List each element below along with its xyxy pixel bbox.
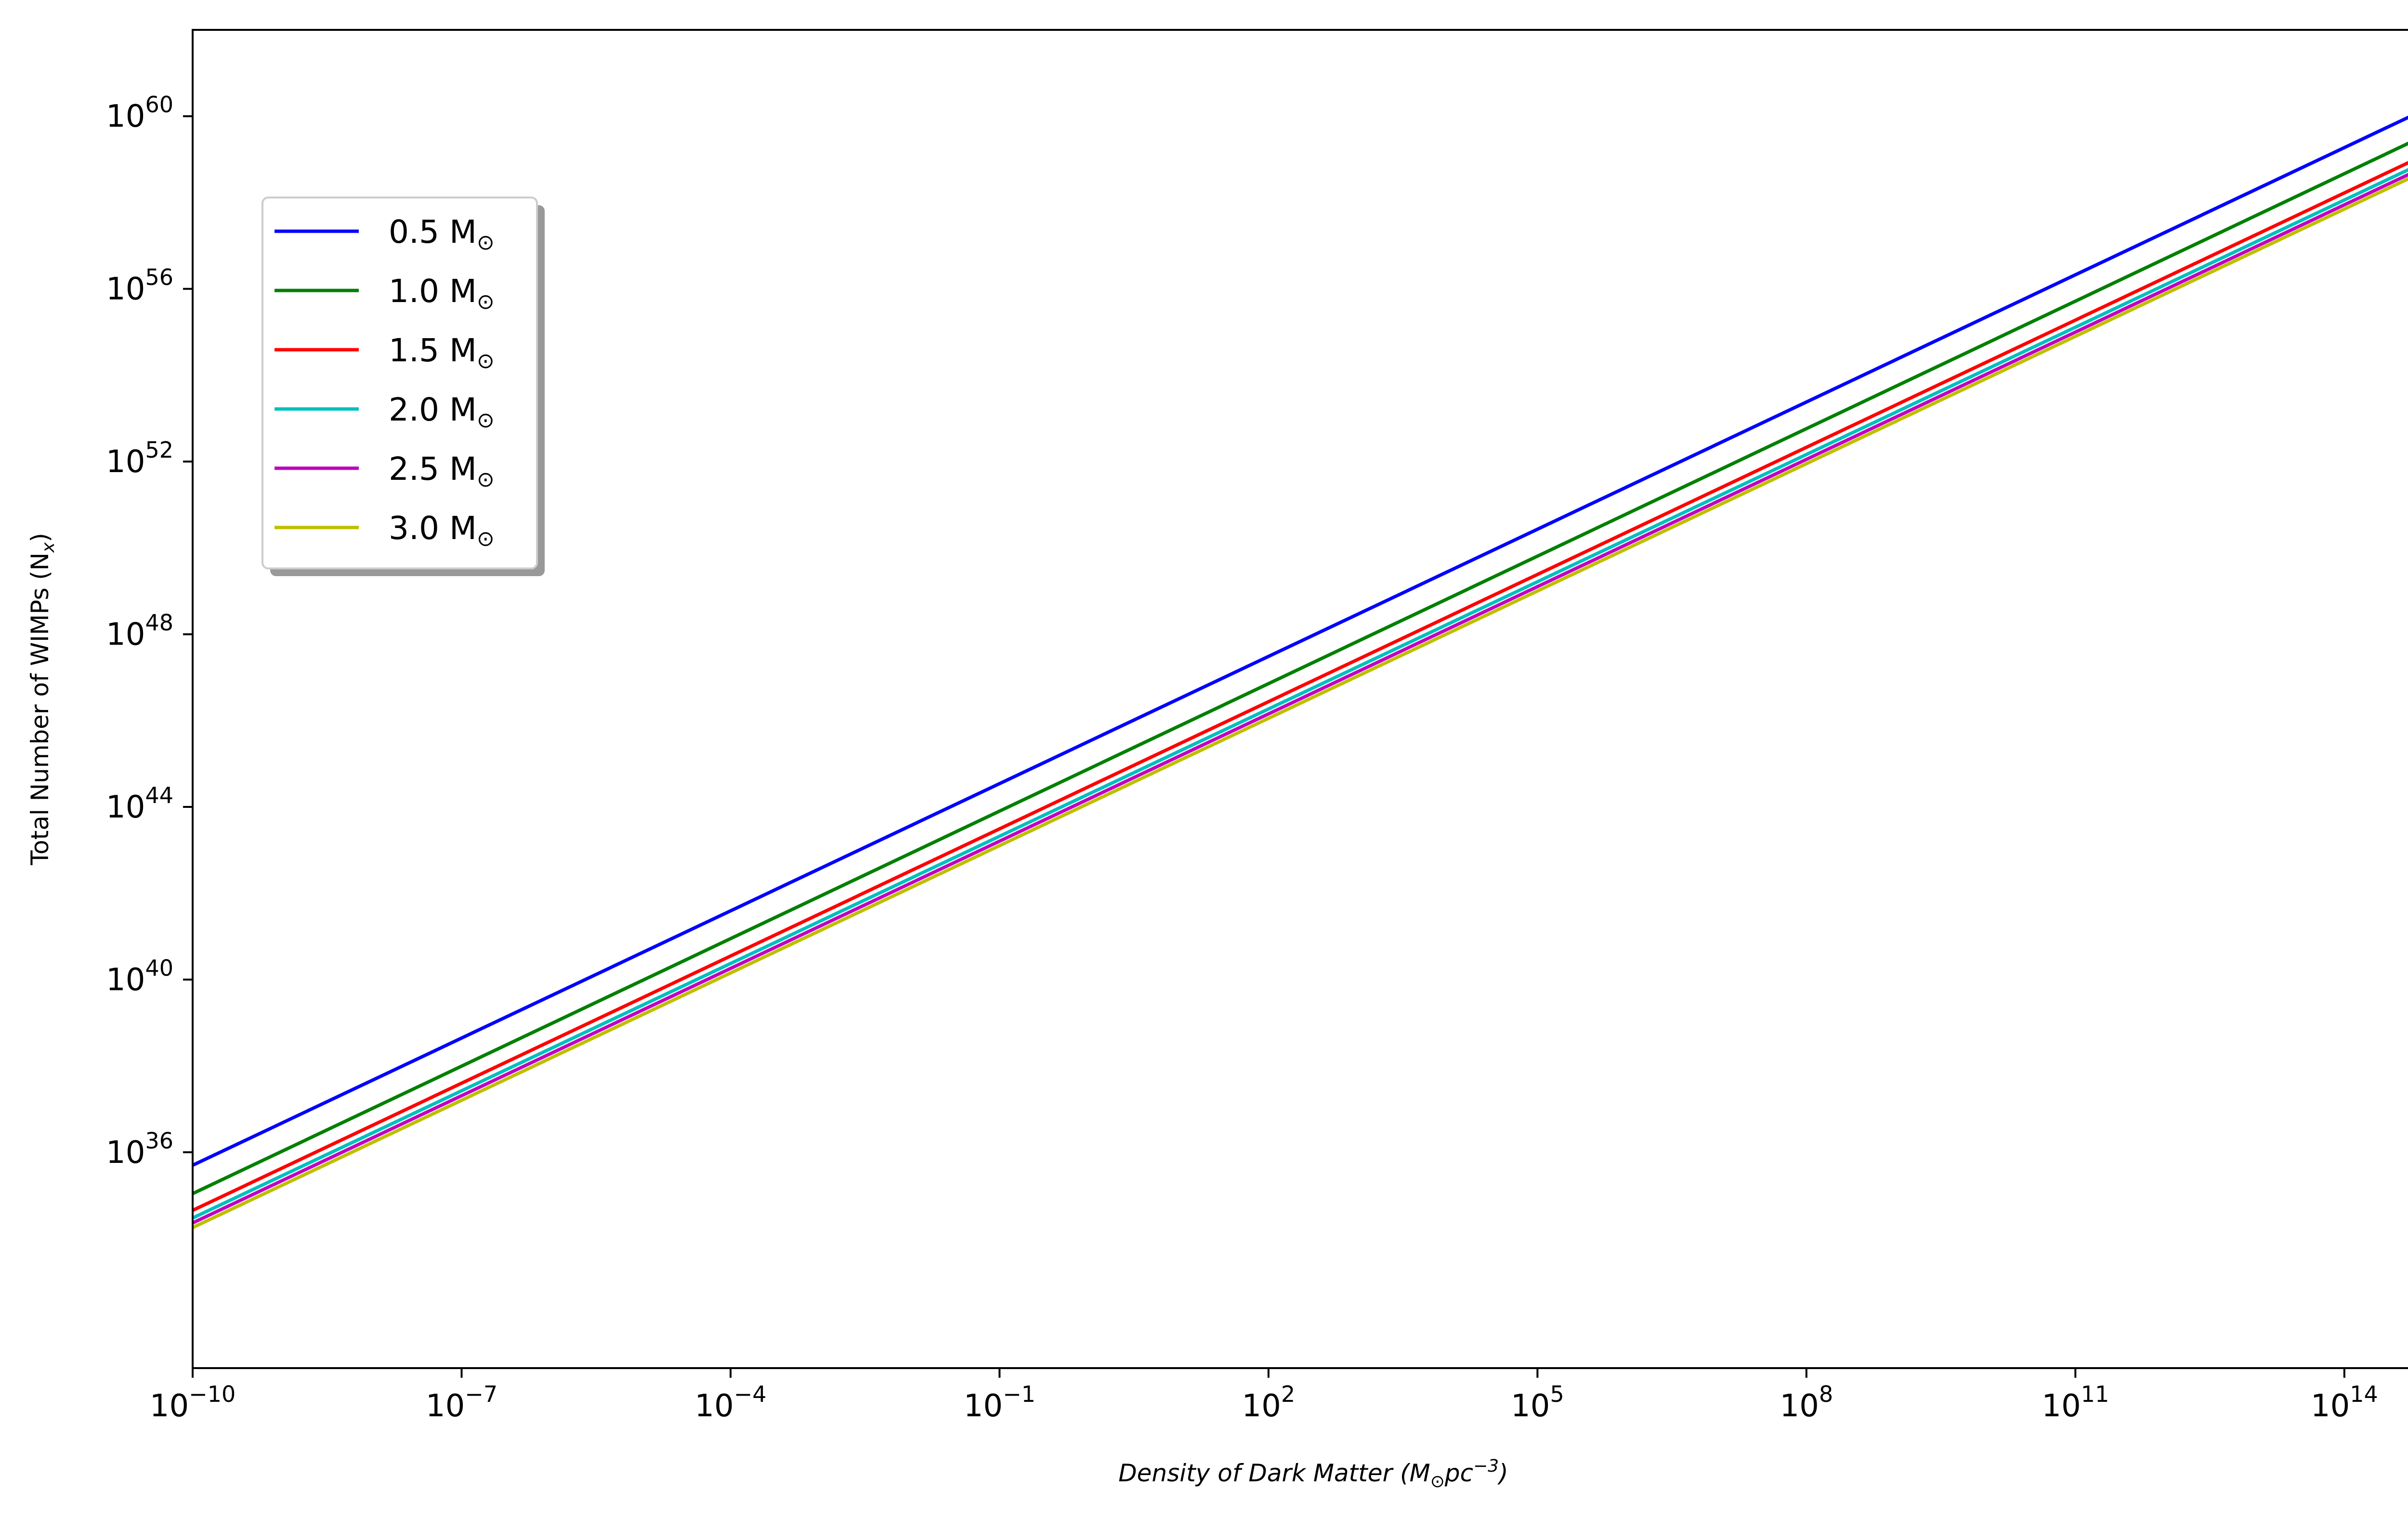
x-tick-base-8: 10 bbox=[2311, 1388, 2350, 1424]
legend-label-3: 2.0 M⊙ bbox=[389, 391, 495, 433]
y-axis-label-subscript: x bbox=[39, 542, 58, 553]
x-tick-exponent-6: 8 bbox=[1819, 1381, 1833, 1407]
series-layer bbox=[192, 116, 2408, 1229]
series-line-0 bbox=[192, 116, 2408, 1167]
y-tick-exponent-5: 56 bbox=[145, 264, 173, 290]
legend-label-5: 3.0 M⊙ bbox=[389, 510, 495, 551]
y-tick-label-4: 1052 bbox=[106, 437, 173, 480]
legend-label-sun-0: ⊙ bbox=[477, 230, 495, 255]
y-tick-base-5: 10 bbox=[106, 272, 145, 307]
y-tick-exponent-3: 48 bbox=[145, 610, 173, 636]
series-line-2 bbox=[192, 161, 2408, 1212]
x-tick-label-4: 102 bbox=[1242, 1381, 1296, 1424]
y-tick-label-6: 1060 bbox=[106, 92, 173, 134]
x-tick-label-3: 10−1 bbox=[964, 1381, 1035, 1424]
x-axis-label-sun-symbol: ⊙ bbox=[1430, 1472, 1445, 1491]
x-axis-label-main: Density of Dark Matter (M bbox=[1118, 1459, 1430, 1487]
x-tick-base-1: 10 bbox=[426, 1388, 465, 1424]
legend-label-4: 2.5 M⊙ bbox=[389, 450, 495, 492]
y-tick-exponent-1: 40 bbox=[145, 955, 173, 981]
x-axis-label: Density of Dark Matter (M⊙pc−3) bbox=[1118, 1456, 1508, 1491]
legend-label-name-2: 1.5 M bbox=[389, 332, 477, 369]
y-tick-label-5: 1056 bbox=[106, 264, 173, 307]
y-tick-base-1: 10 bbox=[106, 962, 145, 998]
x-tick-label-6: 108 bbox=[1780, 1381, 1833, 1424]
series-line-5 bbox=[192, 177, 2408, 1229]
y-axis-label-end: ) bbox=[26, 533, 54, 542]
x-axis-label-end: ) bbox=[1497, 1459, 1508, 1487]
y-axis-label: Total Number of WIMPs (Nx) bbox=[26, 533, 58, 866]
x-tick-base-5: 10 bbox=[1511, 1388, 1550, 1424]
x-tick-base-3: 10 bbox=[964, 1388, 1003, 1424]
legend-label-sun-2: ⊙ bbox=[477, 349, 495, 373]
y-tick-label-0: 1036 bbox=[106, 1128, 173, 1171]
y-tick-exponent-0: 36 bbox=[145, 1128, 173, 1154]
x-tick-base-4: 10 bbox=[1242, 1388, 1281, 1424]
x-axis-label-exponent: −3 bbox=[1473, 1456, 1499, 1476]
x-tick-label-1: 10−7 bbox=[426, 1381, 497, 1424]
series-line-1 bbox=[192, 142, 2408, 1195]
legend-label-name-5: 3.0 M bbox=[389, 510, 477, 547]
x-tick-exponent-4: 2 bbox=[1281, 1381, 1295, 1407]
legend-label-sun-3: ⊙ bbox=[477, 408, 495, 433]
x-tick-base-0: 10 bbox=[150, 1388, 189, 1424]
x-tick-exponent-1: −7 bbox=[465, 1381, 497, 1407]
y-axis-label-main: Total Number of WIMPs (N bbox=[26, 553, 54, 866]
y-tick-label-3: 1048 bbox=[106, 610, 173, 653]
x-tick-exponent-5: 5 bbox=[1550, 1381, 1564, 1407]
legend-label-sun-1: ⊙ bbox=[477, 290, 495, 314]
x-axis-label-mid: pc bbox=[1444, 1459, 1473, 1487]
y-tick-label-1: 1040 bbox=[106, 955, 173, 998]
x-tick-exponent-0: −10 bbox=[189, 1381, 236, 1407]
legend-label-name-4: 2.5 M bbox=[389, 450, 477, 488]
x-axis: 10−10 10−7 10−4 10−1 102 105 108 1011 1014 bbox=[150, 1368, 2378, 1424]
x-tick-base-6: 10 bbox=[1780, 1388, 1819, 1424]
y-tick-exponent-4: 52 bbox=[145, 437, 173, 463]
legend-label-0: 0.5 M⊙ bbox=[389, 213, 495, 255]
x-tick-label-8: 1014 bbox=[2311, 1381, 2378, 1424]
x-tick-label-0: 10−10 bbox=[150, 1381, 236, 1424]
y-tick-label-2: 1044 bbox=[106, 782, 173, 825]
y-tick-base-2: 10 bbox=[106, 790, 145, 825]
legend-label-name-0: 0.5 M bbox=[389, 213, 477, 250]
x-tick-label-2: 10−4 bbox=[694, 1381, 766, 1424]
legend-label-name-1: 1.0 M bbox=[389, 273, 477, 310]
y-tick-exponent-2: 44 bbox=[145, 782, 173, 808]
legend-label-name-3: 2.0 M bbox=[389, 391, 477, 428]
x-tick-label-7: 1011 bbox=[2042, 1381, 2109, 1424]
x-tick-base-7: 10 bbox=[2042, 1388, 2081, 1424]
legend: 0.5 M⊙1.0 M⊙1.5 M⊙2.0 M⊙2.5 M⊙3.0 M⊙ bbox=[262, 197, 545, 576]
x-tick-exponent-7: 11 bbox=[2081, 1381, 2109, 1407]
legend-label-1: 1.0 M⊙ bbox=[389, 273, 495, 314]
series-line-4 bbox=[192, 172, 2408, 1225]
y-tick-base-6: 10 bbox=[106, 99, 145, 134]
legend-label-sun-5: ⊙ bbox=[477, 527, 495, 551]
y-tick-base-3: 10 bbox=[106, 617, 145, 653]
series-line-3 bbox=[192, 168, 2408, 1220]
y-tick-exponent-6: 60 bbox=[145, 92, 173, 118]
y-tick-base-0: 10 bbox=[106, 1135, 145, 1171]
x-tick-label-5: 105 bbox=[1511, 1381, 1564, 1424]
legend-label-2: 1.5 M⊙ bbox=[389, 332, 495, 373]
x-tick-base-2: 10 bbox=[694, 1388, 733, 1424]
x-tick-exponent-8: 14 bbox=[2350, 1381, 2378, 1407]
x-tick-exponent-2: −4 bbox=[734, 1381, 767, 1407]
y-tick-base-4: 10 bbox=[106, 444, 145, 480]
plot-frame bbox=[192, 29, 2408, 1369]
legend-label-sun-4: ⊙ bbox=[477, 467, 495, 492]
x-tick-exponent-3: −1 bbox=[1003, 1381, 1035, 1407]
